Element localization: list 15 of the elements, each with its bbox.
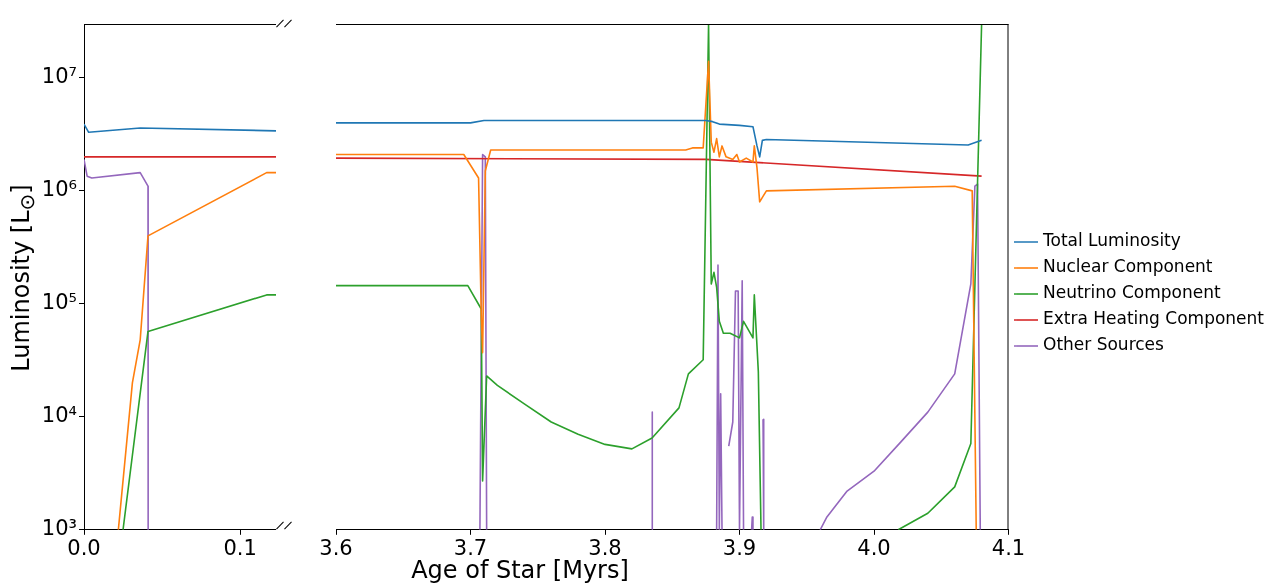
legend-label: Neutrino Component: [1043, 282, 1221, 303]
legend-label: Total Luminosity: [1042, 230, 1181, 251]
legend-label: Extra Heating Component: [1043, 308, 1265, 329]
x-tick-label: 3.9: [722, 535, 757, 560]
legend-label: Nuclear Component: [1043, 256, 1213, 277]
x-tick-label: 4.1: [991, 535, 1026, 560]
y-tick-label: 10⁵: [41, 290, 77, 315]
y-tick-label: 10⁶: [41, 177, 77, 202]
y-tick-label: 10⁷: [41, 64, 77, 89]
x-tick-label: 4.0: [857, 535, 891, 560]
x-tick-label: 0.1: [223, 535, 257, 560]
x-tick-label: 0.0: [67, 535, 101, 560]
y-tick-label: 10⁴: [41, 403, 77, 428]
x-tick-label: 3.6: [319, 535, 353, 560]
legend-label: Other Sources: [1043, 334, 1165, 355]
